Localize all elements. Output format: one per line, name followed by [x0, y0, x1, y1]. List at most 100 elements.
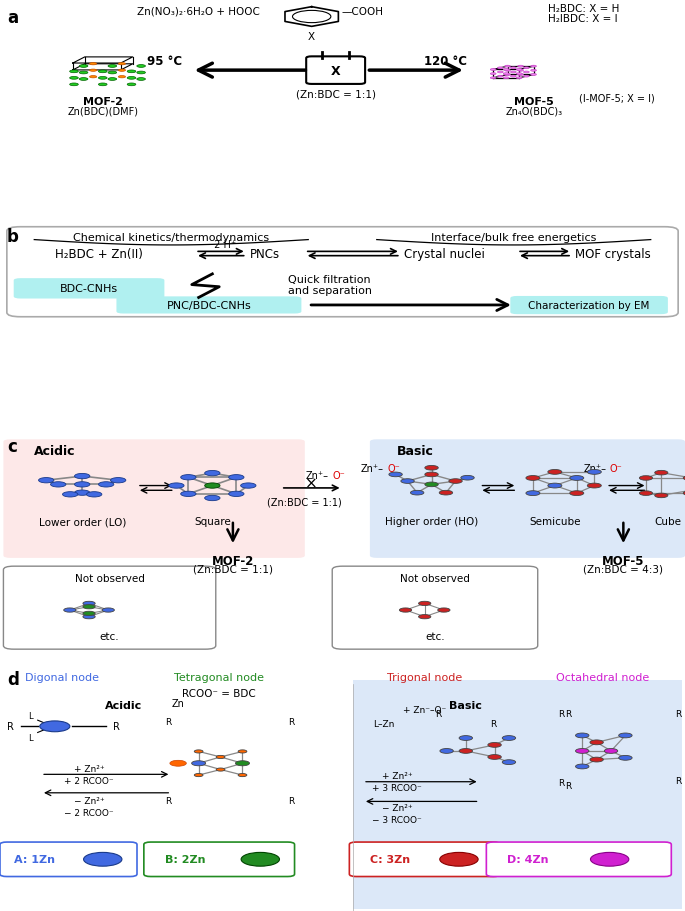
Text: Acidic: Acidic: [34, 445, 76, 457]
Text: + 2 RCOO⁻: + 2 RCOO⁻: [64, 776, 114, 785]
Circle shape: [170, 761, 186, 766]
Circle shape: [587, 470, 601, 475]
Circle shape: [497, 67, 503, 69]
Text: B: 2Zn: B: 2Zn: [164, 855, 206, 865]
Text: − Zn²⁺: − Zn²⁺: [74, 796, 104, 804]
Text: Cube: Cube: [654, 517, 682, 527]
FancyBboxPatch shape: [144, 842, 295, 876]
Circle shape: [570, 476, 584, 481]
Circle shape: [75, 490, 90, 496]
Circle shape: [83, 605, 95, 609]
Circle shape: [99, 84, 107, 87]
Circle shape: [119, 64, 125, 66]
Circle shape: [236, 761, 249, 766]
Circle shape: [683, 491, 685, 496]
Circle shape: [401, 479, 414, 484]
Circle shape: [137, 66, 145, 68]
Circle shape: [192, 761, 206, 766]
Circle shape: [425, 483, 438, 487]
Circle shape: [119, 70, 125, 72]
Text: Trigonal node: Trigonal node: [387, 672, 462, 682]
Circle shape: [86, 492, 102, 497]
Text: Basic: Basic: [397, 445, 434, 457]
Circle shape: [90, 64, 97, 66]
Circle shape: [639, 476, 653, 481]
Circle shape: [502, 736, 516, 741]
Circle shape: [510, 67, 516, 69]
Circle shape: [119, 77, 125, 78]
FancyBboxPatch shape: [486, 842, 671, 876]
Circle shape: [216, 755, 225, 759]
Circle shape: [195, 773, 203, 777]
Circle shape: [497, 77, 503, 78]
Text: ×: ×: [306, 476, 318, 491]
Text: 120 °C: 120 °C: [424, 55, 466, 67]
Circle shape: [438, 609, 450, 612]
FancyBboxPatch shape: [332, 567, 538, 650]
Circle shape: [518, 75, 523, 77]
Circle shape: [425, 473, 438, 477]
Circle shape: [523, 77, 530, 78]
Circle shape: [90, 70, 97, 72]
Text: R: R: [558, 710, 565, 719]
Circle shape: [590, 740, 603, 745]
Text: Semicube: Semicube: [529, 517, 581, 527]
Text: X: X: [308, 32, 315, 42]
Text: L: L: [29, 733, 33, 742]
Text: H₂BDC: X = H: H₂BDC: X = H: [548, 5, 619, 15]
Circle shape: [70, 71, 78, 74]
Text: R: R: [565, 781, 572, 790]
Circle shape: [503, 69, 509, 71]
Circle shape: [440, 853, 478, 866]
Circle shape: [238, 773, 247, 777]
Text: Zn: Zn: [172, 698, 184, 708]
Text: Interface/bulk free energetics: Interface/bulk free energetics: [431, 233, 597, 243]
Text: etc.: etc.: [100, 631, 119, 641]
Circle shape: [90, 77, 97, 78]
Text: R: R: [164, 717, 171, 726]
Text: − 2 RCOO⁻: − 2 RCOO⁻: [64, 808, 114, 817]
Text: PNCs: PNCs: [250, 248, 280, 261]
Text: H₂IBDC: X = I: H₂IBDC: X = I: [548, 15, 618, 25]
Circle shape: [216, 768, 225, 772]
Circle shape: [425, 466, 438, 471]
Text: BDC-CNHs: BDC-CNHs: [60, 284, 118, 294]
Circle shape: [137, 78, 145, 81]
Circle shape: [99, 71, 107, 74]
Text: Digonal node: Digonal node: [25, 672, 99, 682]
Circle shape: [619, 733, 632, 738]
Text: − Zn²⁺: − Zn²⁺: [382, 804, 412, 813]
Text: PNC/BDC-CNHs: PNC/BDC-CNHs: [166, 301, 251, 311]
FancyBboxPatch shape: [370, 440, 685, 558]
Circle shape: [497, 72, 503, 74]
Circle shape: [127, 77, 136, 80]
Circle shape: [127, 71, 136, 74]
Circle shape: [108, 72, 116, 75]
Text: Basic: Basic: [449, 701, 482, 711]
Text: R: R: [164, 796, 171, 804]
Text: Characterization by EM: Characterization by EM: [528, 301, 650, 311]
Circle shape: [531, 70, 536, 72]
Circle shape: [229, 475, 244, 480]
Circle shape: [461, 476, 474, 480]
Circle shape: [505, 75, 510, 77]
FancyBboxPatch shape: [510, 297, 668, 315]
Circle shape: [526, 491, 540, 496]
Circle shape: [516, 69, 522, 71]
Circle shape: [531, 67, 536, 68]
Text: MOF-5: MOF-5: [602, 555, 645, 568]
Text: etc.: etc.: [425, 631, 445, 641]
Text: + 3 RCOO⁻: + 3 RCOO⁻: [373, 783, 422, 793]
Circle shape: [181, 492, 196, 497]
Text: Not observed: Not observed: [400, 574, 470, 584]
Text: H₂BDC + Zn(II): H₂BDC + Zn(II): [55, 248, 142, 261]
Text: R: R: [558, 779, 565, 787]
Circle shape: [490, 74, 496, 76]
Circle shape: [99, 77, 107, 80]
Circle shape: [410, 491, 424, 496]
Text: − 3 RCOO⁻: − 3 RCOO⁻: [373, 815, 422, 824]
Text: R: R: [7, 722, 14, 732]
Circle shape: [575, 733, 589, 738]
FancyBboxPatch shape: [0, 842, 137, 876]
Text: c: c: [7, 437, 16, 456]
